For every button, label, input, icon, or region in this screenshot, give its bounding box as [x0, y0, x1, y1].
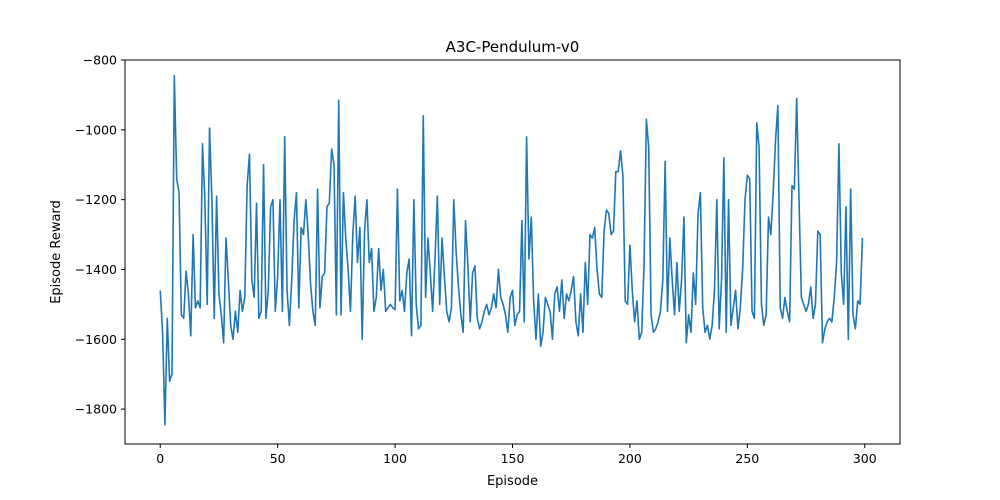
x-tick-label: 0 — [156, 451, 164, 466]
x-tick-label: 250 — [735, 451, 759, 466]
y-tick-label: −1200 — [75, 192, 117, 207]
series-line-0 — [159, 74, 864, 426]
y-tick-label: −1600 — [75, 332, 117, 347]
x-tick-label: 150 — [501, 451, 525, 466]
y-tick-label: −800 — [83, 53, 117, 68]
y-axis-label: Episode Reward — [49, 200, 64, 304]
y-tick-label: −1400 — [75, 262, 117, 277]
plot-area — [159, 74, 864, 426]
x-tick-label: 50 — [270, 451, 286, 466]
y-axis-ticks: −1800 −1600 −1400 −1200 −1000 −800 — [75, 53, 125, 417]
x-axis-ticks: 0 50 100 150 200 250 300 — [156, 444, 877, 466]
x-tick-label: 300 — [853, 451, 877, 466]
x-tick-label: 200 — [618, 451, 642, 466]
x-tick-label: 100 — [383, 451, 407, 466]
y-tick-label: −1800 — [75, 402, 117, 417]
y-tick-label: −1000 — [75, 122, 117, 137]
plot-frame — [124, 59, 901, 445]
x-axis-label: Episode — [487, 474, 538, 489]
chart-title: A3C-Pendulum-v0 — [446, 38, 580, 56]
